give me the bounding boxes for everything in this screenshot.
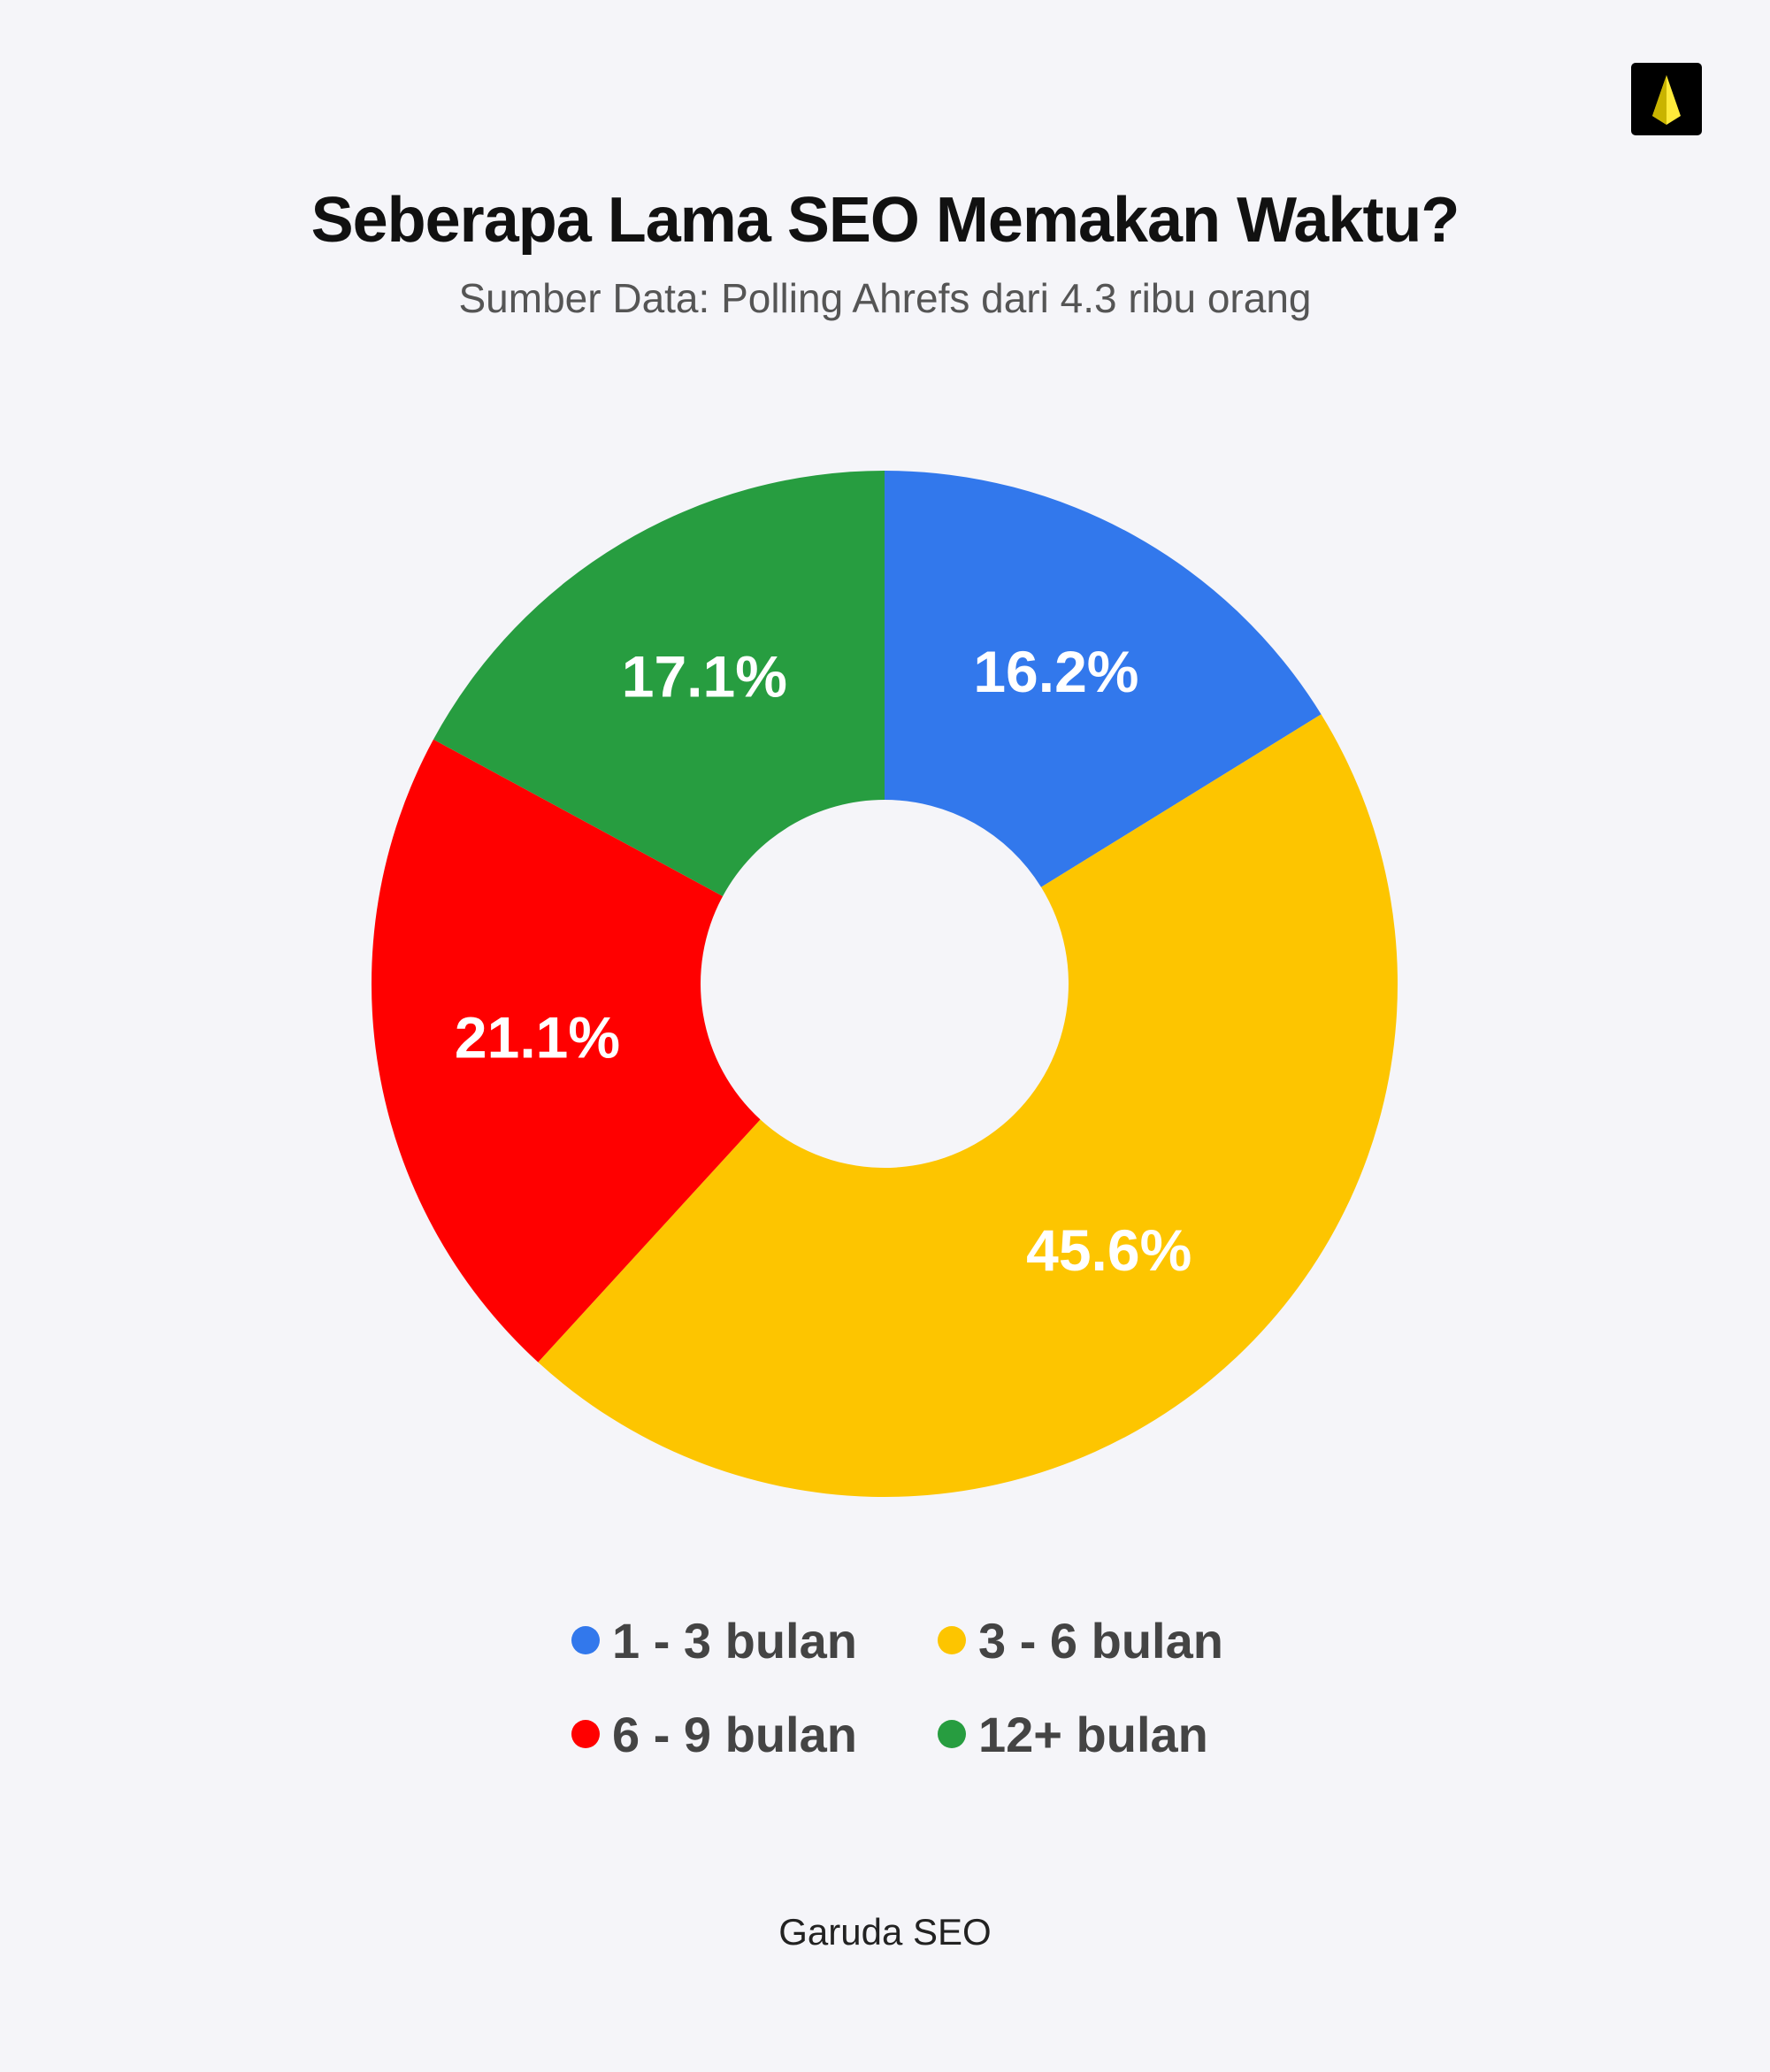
slice-label-1: 16.2% xyxy=(973,639,1138,704)
donut-slice-2 xyxy=(538,714,1398,1497)
donut-slice-1 xyxy=(885,471,1322,887)
slice-label-2: 45.6% xyxy=(1026,1217,1191,1283)
chart-title: Seberapa Lama SEO Memakan Waktu? xyxy=(310,185,1460,256)
chart-subtitle: Sumber Data: Polling Ahrefs dari 4.3 rib… xyxy=(458,275,1312,321)
garuda-logo-icon xyxy=(1652,75,1681,125)
footer-brand: Garuda SEO xyxy=(778,1911,992,1953)
slice-label-3: 21.1% xyxy=(455,1004,620,1070)
slice-label-4: 17.1% xyxy=(622,644,787,710)
donut-slice-3 xyxy=(372,739,761,1362)
donut-slice-4 xyxy=(433,471,885,896)
garuda-logo xyxy=(1631,63,1702,135)
